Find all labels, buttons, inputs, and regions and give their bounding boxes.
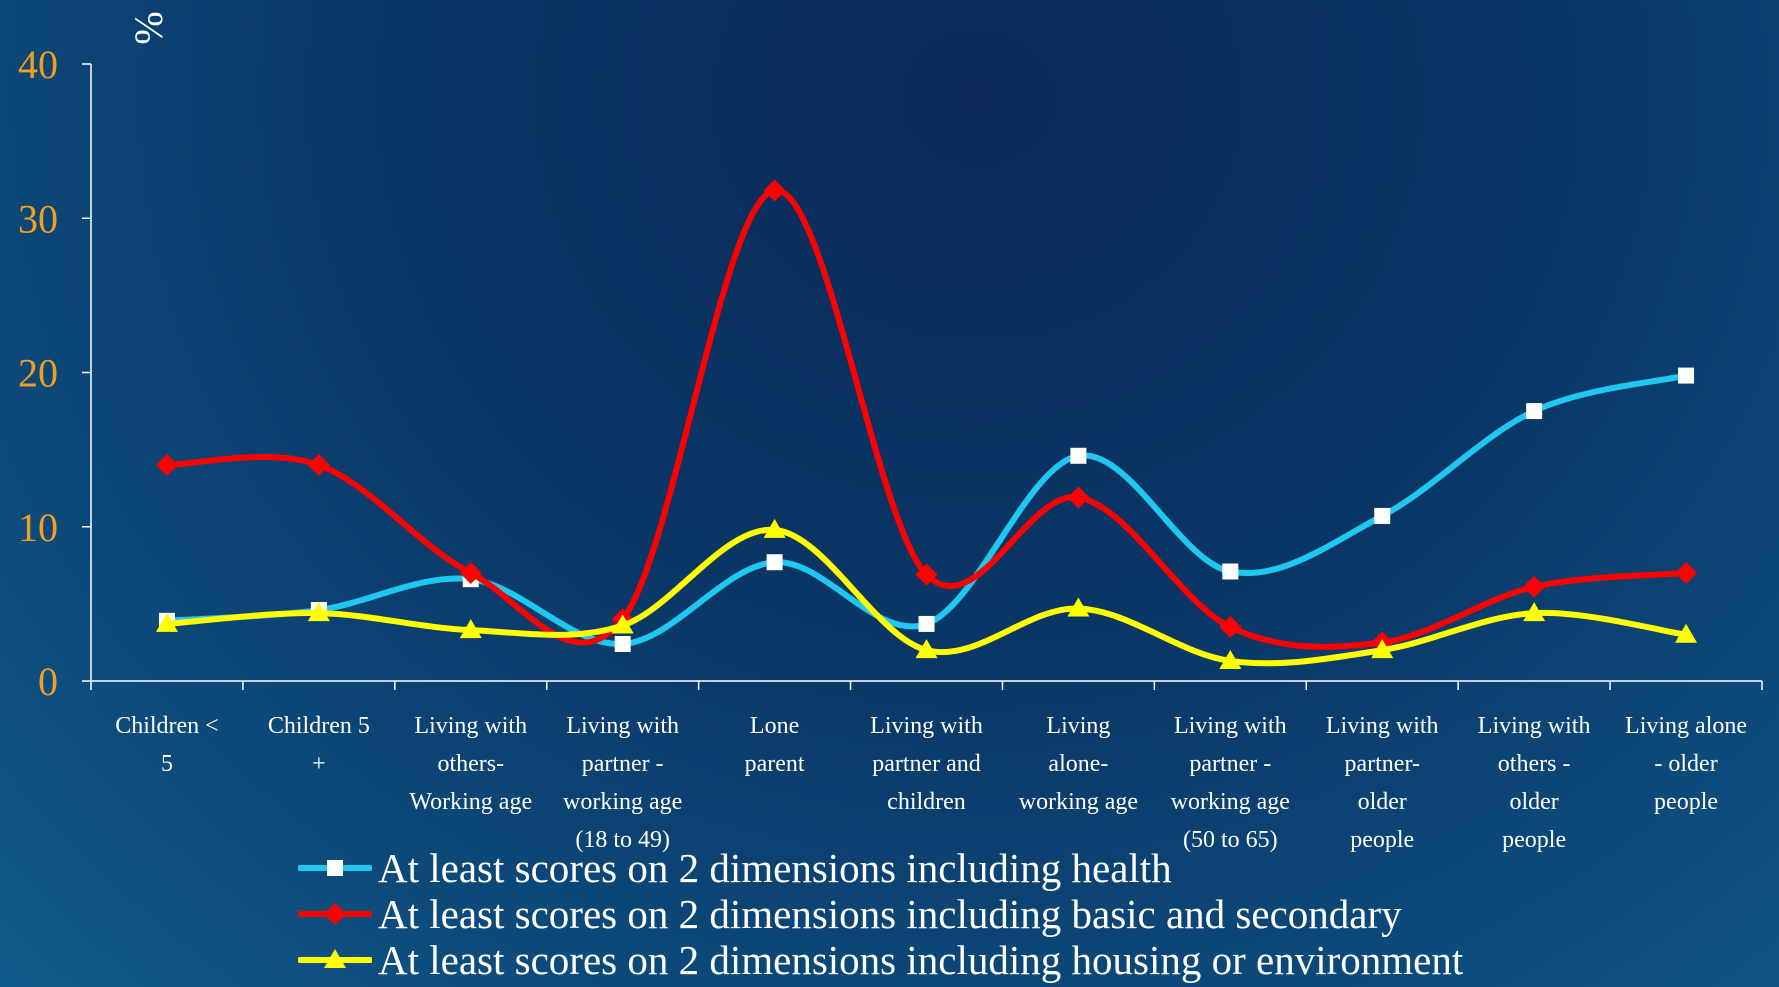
data-point [763,179,786,202]
data-point [1371,639,1394,659]
data-point [915,639,938,659]
legend-swatch-marker [324,949,346,968]
chart-series [155,179,1698,669]
legend-swatch-housing-environment [298,949,372,968]
data-point [1526,403,1543,420]
data-point [459,562,482,585]
legend-swatch-marker [324,903,346,925]
x-tick-label: Living alone - older people [1625,713,1747,815]
x-tick-label: Children 5 + [268,713,370,777]
y-tick-label: 30 [18,196,58,241]
chart-axes [90,64,1762,682]
legend-swatch-health [298,860,372,876]
data-point [1219,649,1242,669]
x-tick-label: Living with others -older people [1478,713,1591,853]
data-point [1523,575,1546,598]
series-housing-environment [155,518,1698,669]
y-axis-ticks: 0 10 20 30 40 [18,42,91,704]
data-point [1675,562,1698,585]
x-tick-label: Lone parent [745,713,805,777]
x-tick-label: Living with partner -working age (50 to 65… [1171,713,1290,853]
data-point [307,454,330,477]
y-tick-label: 10 [18,505,58,550]
legend-label-housing-environment: At least scores on 2 dimensions includin… [378,937,1464,983]
data-point [459,619,482,639]
legend-swatch-marker [327,860,343,876]
data-point [915,563,938,586]
data-point [155,454,178,477]
data-point [155,612,178,632]
data-point [1067,486,1090,509]
x-tick-label: Living with partner -working age (18 to 49… [563,713,682,853]
data-point [307,602,330,622]
legend-label-health: At least scores on 2 dimensions includin… [378,845,1172,891]
data-point [611,614,634,634]
x-tick-label: Living alone-working age [1019,713,1138,815]
series-basic-secondary [155,179,1698,654]
data-point [918,615,935,632]
legend-label-basic-secondary: At least scores on 2 dimensions includin… [378,891,1402,937]
data-point [1675,623,1698,643]
data-point [614,635,631,652]
x-tick-label: Children <5 [115,713,219,777]
data-point [1523,602,1546,622]
x-tick-label: Living with others-Working age [409,713,532,815]
data-point [1219,616,1242,639]
y-tick-label: 0 [38,659,58,704]
data-point [1222,563,1239,580]
data-point [766,554,783,571]
data-point [1067,597,1090,617]
x-tick-label: Living with partner and children [870,713,983,815]
y-tick-label: 20 [18,351,58,396]
data-point [1678,367,1695,384]
y-tick-label: 40 [18,42,58,87]
series-line-health [163,372,1690,647]
data-point [1070,447,1087,464]
x-axis-ticks: Children <5 Children 5 + Living with others-… [90,681,1763,853]
data-point [763,518,786,538]
x-tick-label: Living with partner-older people [1326,713,1439,853]
data-point [1374,507,1391,524]
y-axis-label: % [126,11,171,44]
legend-swatch-basic-secondary [298,903,372,925]
